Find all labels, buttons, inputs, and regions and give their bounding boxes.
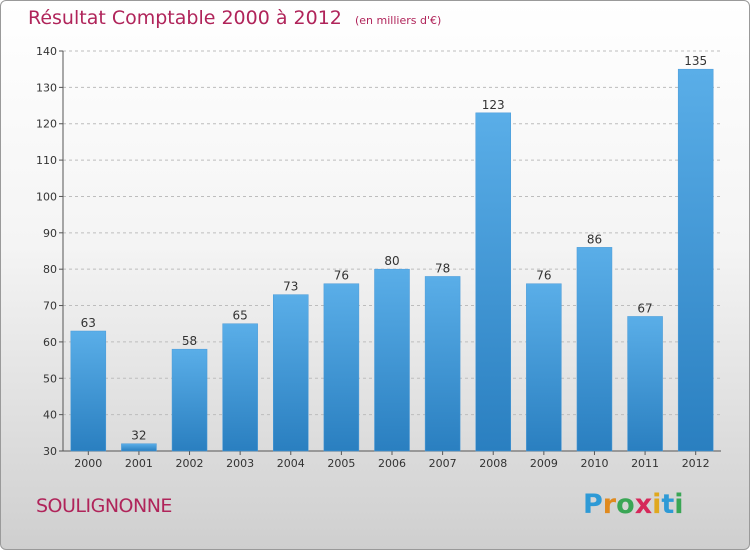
bar-2010 [576, 247, 613, 452]
data-label-2009: 76 [536, 269, 551, 283]
data-label-2012: 135 [684, 54, 707, 68]
data-label-2001: 32 [131, 429, 146, 443]
logo-letter: r [602, 489, 617, 520]
data-label-2003: 65 [233, 309, 248, 323]
logo-letter: P [583, 489, 603, 520]
data-label-2005: 76 [334, 269, 349, 283]
x-tick-label: 2010 [580, 457, 608, 470]
data-label-2011: 67 [637, 301, 652, 315]
data-label-2000: 63 [81, 316, 96, 330]
x-tick-label: 2005 [327, 457, 355, 470]
bar-2004 [273, 294, 309, 452]
y-tick-label: 70 [43, 300, 57, 313]
x-tick-label: 2006 [378, 457, 406, 470]
x-tick-label: 2011 [631, 457, 659, 470]
data-label-2004: 73 [283, 280, 298, 294]
bar-2003 [222, 323, 258, 452]
x-tick-label: 2002 [176, 457, 204, 470]
axes: 30 40 50 60 70 80 90 100 110 120 130 140 2000 2001 200… [36, 45, 721, 470]
x-tick-label: 2004 [277, 457, 305, 470]
chart-subtitle: (en milliers d'€) [354, 14, 442, 27]
y-tick-label: 110 [36, 154, 57, 167]
y-tick-label: 100 [36, 190, 57, 203]
bar-2006 [374, 268, 410, 452]
chart-header: Résultat Comptable 2000 à 2012 (en milli… [28, 7, 441, 29]
y-tick-label: 60 [43, 336, 57, 349]
y-tick-label: 40 [43, 409, 57, 422]
logo-letter: o [616, 489, 635, 520]
bars [70, 68, 714, 452]
bar-2008 [475, 112, 511, 452]
y-tick-label: 90 [43, 227, 57, 240]
bar-2009 [526, 283, 562, 452]
y-tick-label: 30 [43, 445, 57, 458]
y-tick-label: 120 [36, 118, 57, 131]
bar-2007 [424, 276, 461, 452]
x-tick-label: 2012 [682, 457, 710, 470]
logo-letter: t [661, 489, 675, 520]
x-tick-label: 2008 [479, 457, 507, 470]
y-tick-label: 140 [36, 45, 57, 58]
x-tick-label: 2003 [226, 457, 254, 470]
data-label-2010: 86 [587, 232, 602, 246]
data-label-2008: 123 [482, 98, 505, 112]
data-labels: 63 32 58 65 73 76 80 78 123 76 86 67 135 [81, 54, 707, 443]
proxiti-logo: Proxiti [583, 489, 684, 520]
data-label-2007: 78 [435, 261, 450, 275]
x-tick-label: 2001 [125, 457, 153, 470]
bar-2012 [677, 68, 714, 452]
logo-letter: i [652, 489, 662, 520]
y-tick-label: 50 [43, 372, 57, 385]
bar-2002 [171, 348, 208, 452]
x-tick-label: 2009 [530, 457, 558, 470]
bar-2001 [121, 443, 157, 452]
data-label-2002: 58 [182, 334, 197, 348]
bar-2005 [323, 283, 360, 452]
commune-name: SOULIGNONNE [36, 495, 172, 517]
bar-2011 [627, 316, 663, 452]
bar-2000 [70, 330, 107, 452]
data-label-2006: 80 [384, 254, 399, 268]
y-tick-label: 130 [36, 81, 57, 94]
logo-letter: x [634, 489, 653, 520]
chart-title: Résultat Comptable 2000 à 2012 [28, 7, 342, 29]
y-tick-label: 80 [43, 263, 57, 276]
logo-letter: i [674, 489, 684, 520]
x-tick-label: 2000 [74, 457, 102, 470]
x-tick-label: 2007 [429, 457, 457, 470]
